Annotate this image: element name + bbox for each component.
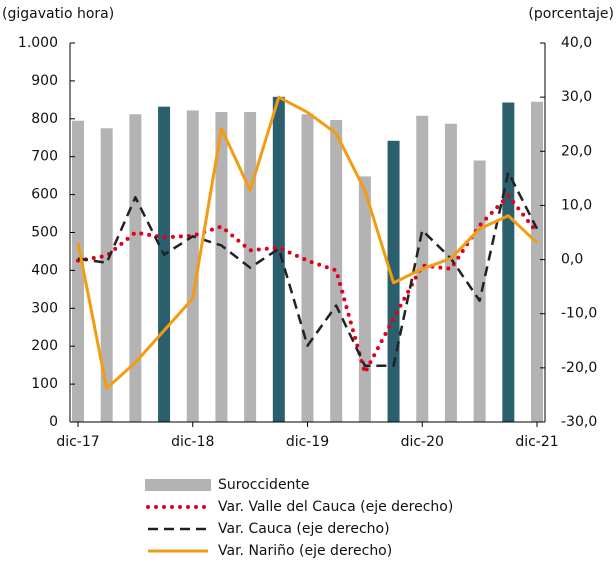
bar	[473, 160, 486, 423]
x-tick-label: dic-18	[171, 434, 214, 450]
y-tick-label: 300	[31, 300, 58, 316]
y2-axis-label: (porcentaje)	[528, 6, 614, 22]
x-tick-label: dic-17	[56, 434, 99, 450]
bar	[358, 176, 371, 422]
y-tick-label: 600	[31, 187, 58, 203]
y2-tick-label: 20,0	[561, 143, 592, 159]
legend-label: Var. Nariño (eje derecho)	[218, 543, 392, 559]
y-tick-label: 500	[31, 225, 58, 241]
y-tick-label: 700	[31, 149, 58, 165]
y-tick-label: 900	[31, 73, 58, 89]
legend-label: Var. Valle del Cauca (eje derecho)	[218, 499, 453, 515]
bar	[100, 128, 113, 422]
legend-label: Var. Cauca (eje derecho)	[218, 521, 390, 537]
bar	[272, 96, 285, 423]
legend-label: Suroccidente	[218, 477, 310, 493]
bar	[330, 119, 343, 422]
bar	[301, 114, 314, 422]
y2-tick-label: 10,0	[561, 197, 592, 213]
bar	[444, 123, 457, 423]
y-axis-label: (gigavatio hora)	[2, 6, 114, 22]
line	[76, 95, 539, 390]
legend-swatch	[145, 479, 211, 491]
y-tick-label: 200	[31, 338, 58, 354]
y-tick-label: 0	[49, 414, 58, 430]
y2-tick-label: 40,0	[561, 35, 592, 51]
x-tick-label: dic-20	[401, 434, 444, 450]
y2-tick-label: -10,0	[561, 306, 597, 322]
bar	[502, 102, 515, 423]
bar	[531, 101, 543, 423]
y2-tick-label: -20,0	[561, 360, 597, 376]
bar	[158, 106, 171, 422]
y-tick-label: 800	[31, 111, 58, 127]
y-tick-label: 400	[31, 262, 58, 278]
bar	[186, 110, 199, 422]
y2-tick-label: 0,0	[561, 252, 583, 268]
y-tick-label: 1.000	[18, 35, 58, 51]
line	[77, 171, 539, 367]
y2-tick-label: -30,0	[561, 414, 597, 430]
y-tick-label: 100	[31, 376, 58, 392]
y2-tick-label: 30,0	[561, 89, 592, 105]
x-tick-label: dic-21	[515, 434, 558, 450]
x-tick-label: dic-19	[286, 434, 329, 450]
bar	[215, 111, 228, 422]
bar	[129, 114, 142, 422]
